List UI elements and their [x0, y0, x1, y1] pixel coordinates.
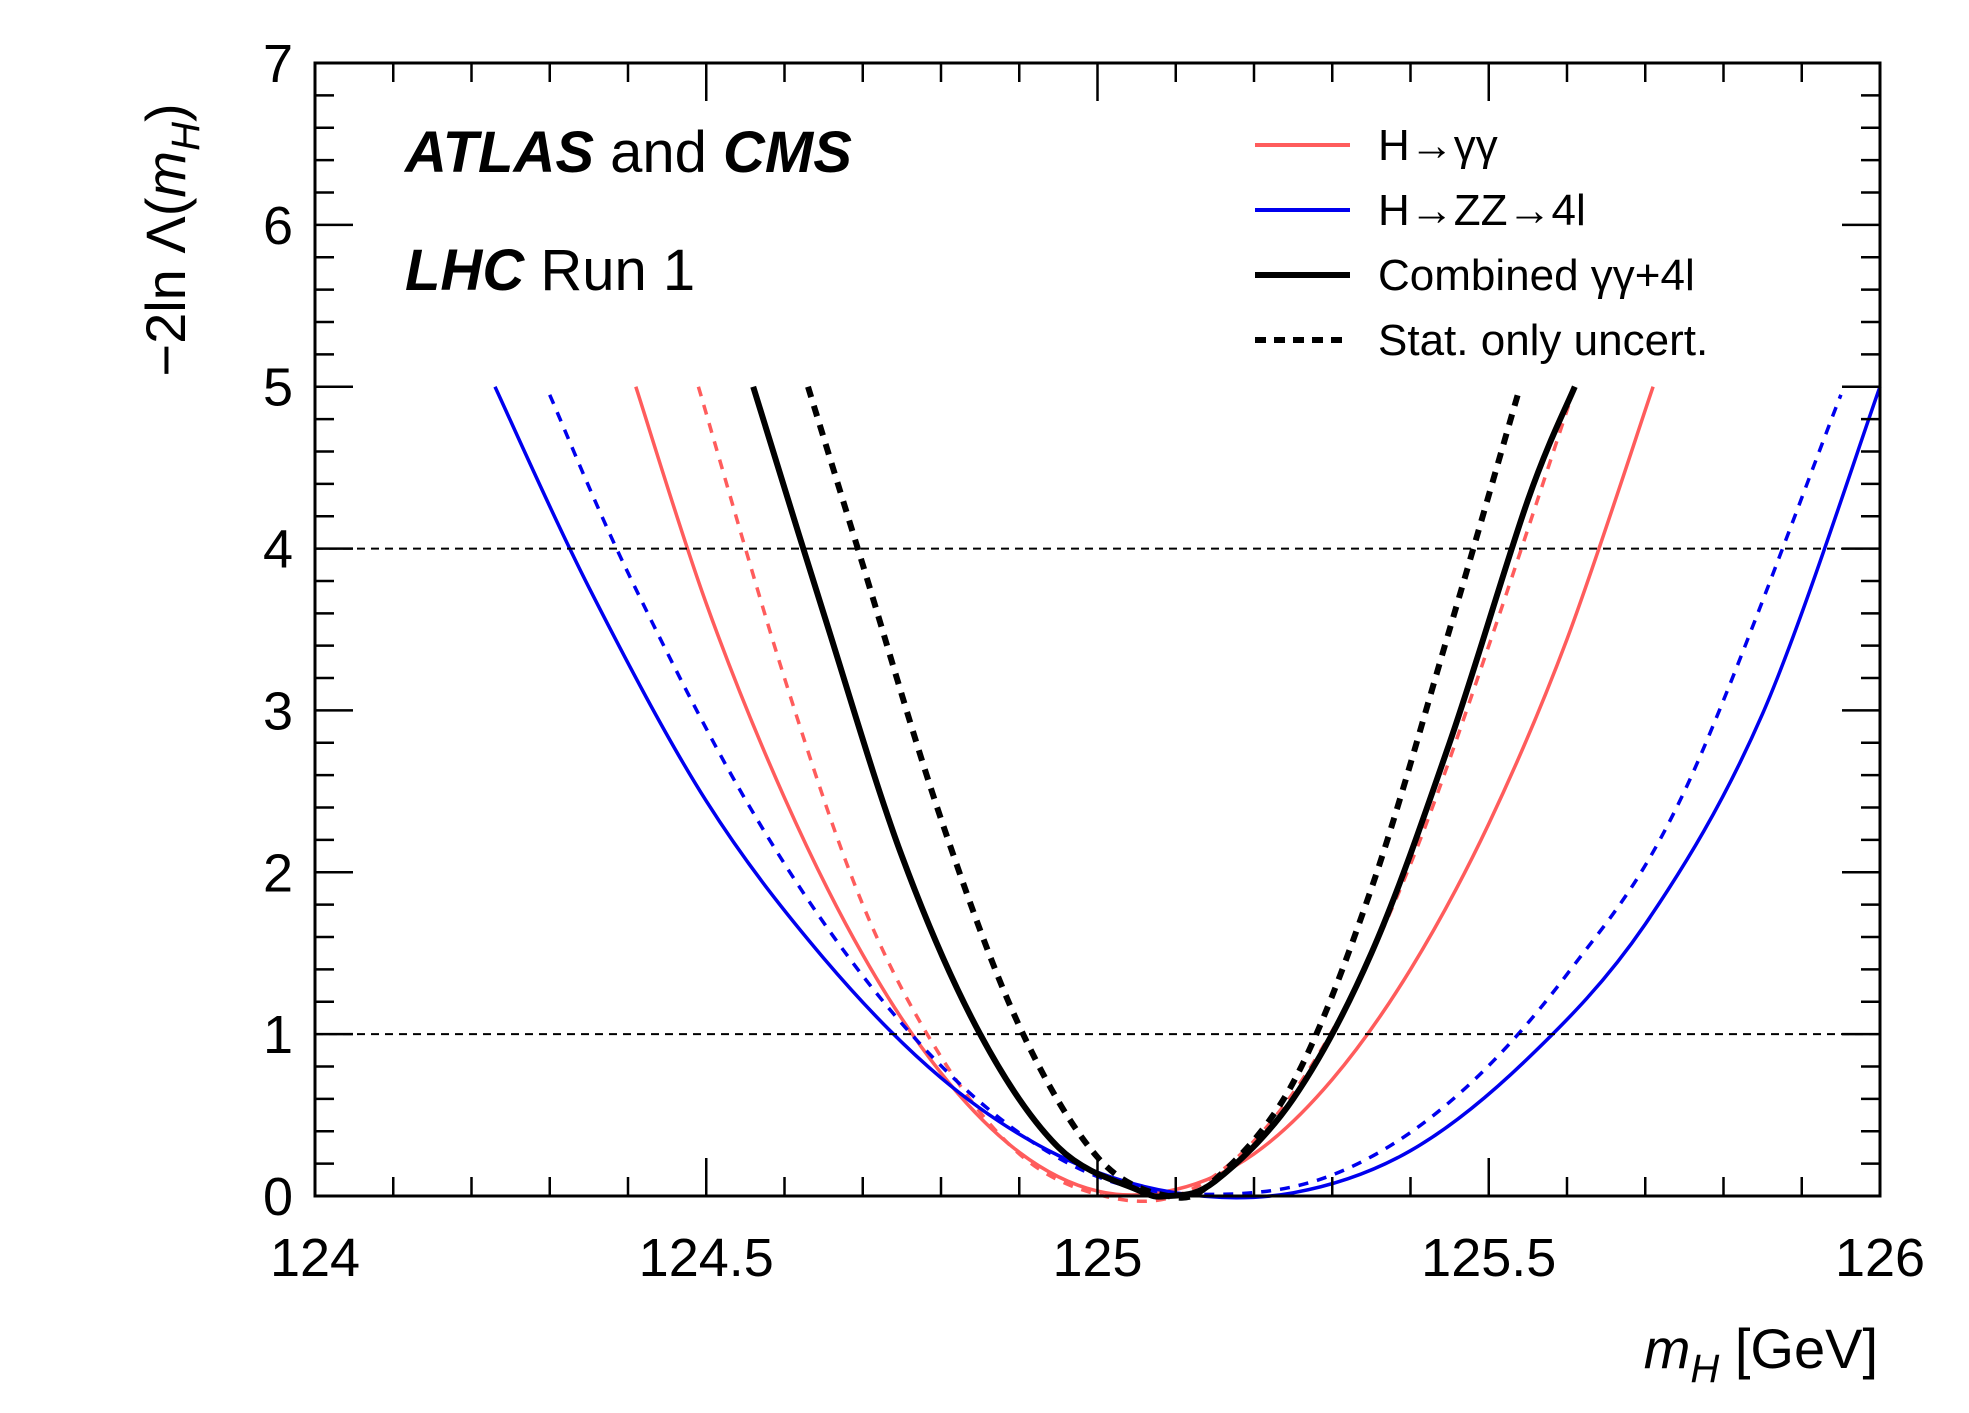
legend-label: Combined γγ+4l — [1378, 251, 1695, 300]
legend-label: H→γγ — [1378, 121, 1498, 170]
header-segment: LHC — [405, 238, 525, 303]
y-tick-label: 3 — [263, 681, 293, 741]
header-segment: CMS — [723, 120, 852, 185]
y-tick-label: 0 — [263, 1167, 293, 1227]
svg-text:−2ln Λ(mH): −2ln Λ(mH) — [134, 103, 208, 376]
x-axis-title-var: m — [1644, 1317, 1691, 1380]
y-axis-title-sub: H — [164, 122, 208, 151]
x-axis-title-sub: H — [1690, 1347, 1719, 1391]
tick-labels: 124 124.5 125 125.5 126 0 1 2 3 4 5 6 7 — [263, 34, 1925, 1288]
header-segment: and — [594, 120, 723, 185]
x-axis-title: mH [GeV] — [1644, 1317, 1878, 1391]
legend-label: Stat. only uncert. — [1378, 316, 1708, 365]
plot-frame — [313, 61, 1882, 1198]
x-tick-label: 124.5 — [639, 1228, 774, 1288]
y-tick-label: 4 — [263, 520, 293, 580]
y-axis-title: −2ln Λ(mH) — [134, 103, 208, 376]
legend: H→γγ H→ZZ→4l Combined γγ+4l Stat. only unce… — [1255, 121, 1708, 365]
curve-h-stat-only — [696, 386, 1577, 1204]
y-axis-title-var: m — [134, 151, 197, 198]
curve-h-zz-4l-stat-only — [548, 394, 1843, 1197]
x-axis-title-rest: [GeV] — [1719, 1317, 1878, 1380]
x-tick-label: 124 — [270, 1228, 360, 1288]
x-tick-label: 125.5 — [1421, 1228, 1556, 1288]
x-tick-label: 125 — [1052, 1228, 1142, 1288]
header-segment: ATLAS — [403, 120, 594, 185]
y-tick-label: 2 — [263, 843, 293, 903]
x-tick-label: 126 — [1835, 1228, 1925, 1288]
y-tick-label: 1 — [263, 1005, 293, 1065]
header-line-1: ATLAS and CMS — [403, 120, 852, 185]
header-line-2: LHC Run 1 — [405, 238, 695, 303]
y-tick-label: 5 — [263, 358, 293, 418]
experiment-header: ATLAS and CMS LHC Run 1 — [403, 120, 852, 303]
reference-lines — [315, 547, 1880, 1036]
y-tick-label: 6 — [263, 196, 293, 256]
y-tick-label: 7 — [263, 34, 293, 94]
legend-label: H→ZZ→4l — [1378, 186, 1586, 235]
y-axis-title-prefix: −2ln Λ( — [134, 197, 197, 376]
y-axis-title-suffix: ) — [134, 103, 197, 122]
header-segment: Run 1 — [524, 238, 695, 303]
